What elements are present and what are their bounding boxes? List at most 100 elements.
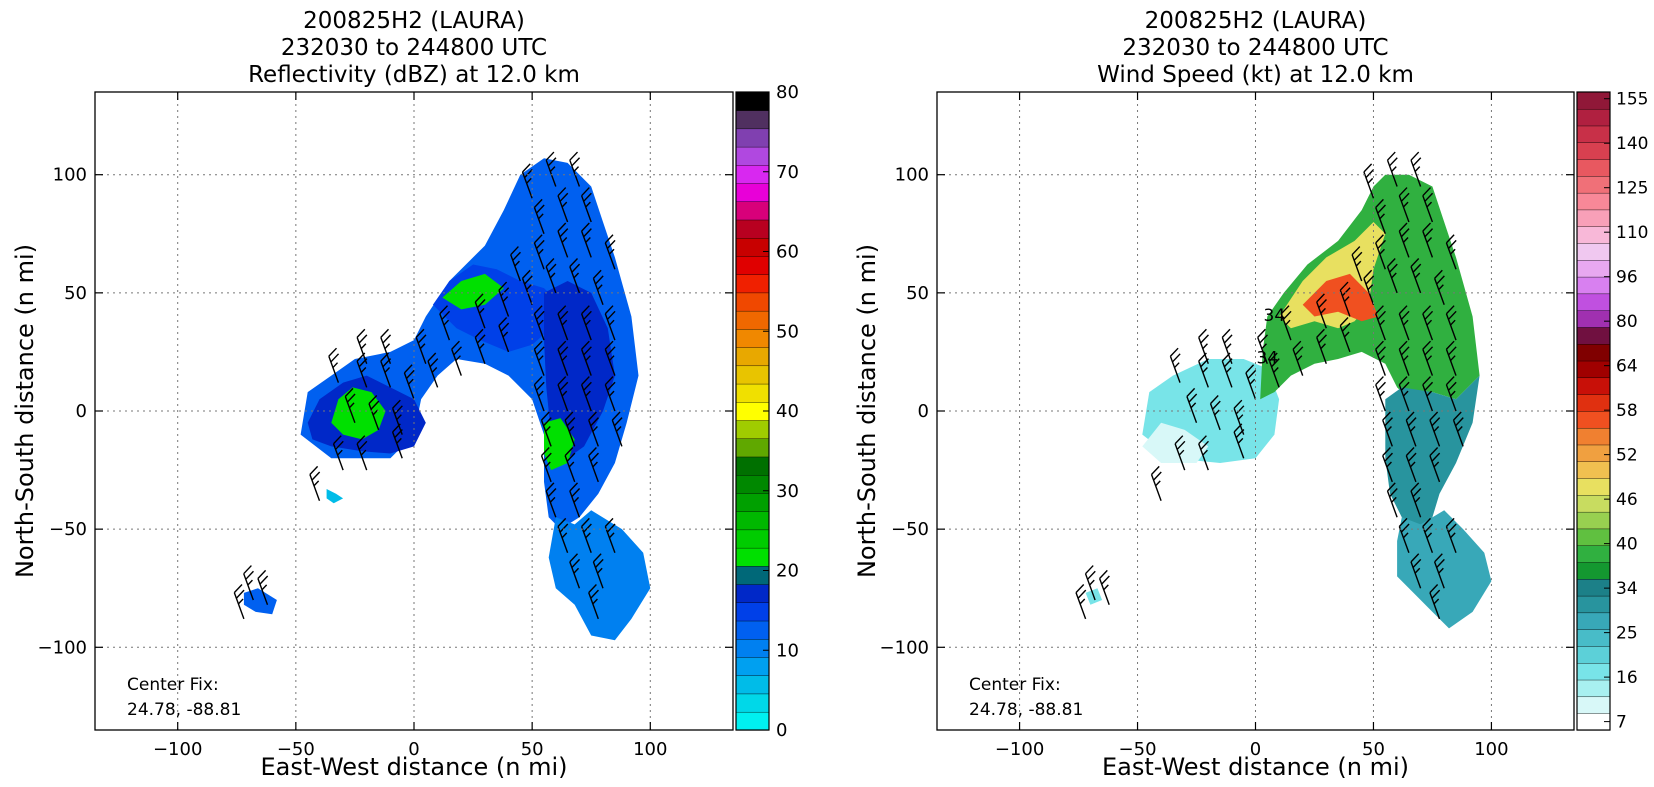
field-region (1302, 273, 1379, 322)
colorbar-swatch (735, 547, 770, 567)
wind-barb (1398, 305, 1410, 341)
colorbar-swatch (1576, 142, 1611, 160)
wind-barb (1405, 411, 1417, 447)
colorbar-swatch (1576, 511, 1611, 530)
wind-barb (1375, 340, 1386, 376)
chart-title-line: Reflectivity (dBZ) at 12.0 km (248, 62, 580, 88)
wind-barb (1233, 399, 1245, 435)
colorbar-swatch (735, 383, 770, 403)
colorbar-tick-label: 40 (776, 401, 799, 422)
colorbar-swatch (1576, 108, 1611, 127)
wind-barb (1339, 281, 1351, 317)
wind-barb (451, 340, 462, 376)
wind-barb (1429, 583, 1441, 620)
y-tick-label: 0 (76, 401, 87, 422)
colorbar-swatch (1576, 561, 1611, 580)
colorbar-tick-label: 52 (1616, 446, 1638, 466)
colorbar: 0 10 20 30 40 50 60 70 80 (735, 82, 799, 741)
x-tick-label: −50 (1119, 739, 1157, 760)
colorbar-swatch (1576, 242, 1611, 261)
colorbar-tick-label: 80 (776, 82, 799, 103)
colorbar-frame (1576, 91, 1611, 731)
colorbar-swatch (735, 146, 770, 166)
wind-barb (1445, 340, 1457, 376)
colorbar-swatch (1576, 326, 1611, 345)
wind-barb (521, 269, 533, 305)
wind-barb (1410, 482, 1422, 518)
wind-barb (540, 411, 552, 447)
plot-frame (936, 91, 1575, 731)
wind-barb (1410, 151, 1422, 187)
contour-label: 34 (1256, 349, 1278, 369)
wind-barb (1398, 376, 1410, 412)
colorbar-swatch (735, 128, 770, 148)
wind-barb (1363, 269, 1375, 305)
colorbar-swatch (1576, 293, 1611, 311)
wind-barb (1245, 364, 1257, 400)
wind-barb (498, 316, 510, 353)
x-tick-label: 50 (521, 739, 544, 760)
colorbar-swatch (1576, 612, 1611, 630)
colorbar-tick-label: 80 (1616, 312, 1638, 332)
field-region (243, 588, 277, 615)
wind-barb (257, 569, 269, 606)
colorbar-tick-label: 46 (1616, 490, 1638, 510)
wind-barb (1405, 446, 1417, 483)
wind-barb (403, 364, 415, 400)
wind-barb (1375, 198, 1386, 235)
colorbar-swatch (735, 565, 770, 585)
colorbar-swatch (735, 620, 770, 640)
wind-barb (1174, 435, 1186, 471)
wind-barb (533, 340, 545, 376)
wind-barb (588, 446, 599, 483)
wind-barb (580, 340, 592, 376)
colorbar-swatch (1576, 91, 1611, 110)
colorbar-swatch (735, 201, 770, 221)
wind-barb (557, 305, 569, 341)
wind-barb (1422, 305, 1434, 341)
wind-barb (1386, 482, 1398, 518)
colorbar-swatch (735, 328, 770, 348)
colorbar-swatch (735, 182, 770, 202)
wind-barb (1429, 411, 1441, 447)
wind-barb (1375, 305, 1386, 341)
wind-barb (243, 565, 254, 601)
colorbar-swatch (735, 237, 770, 257)
colorbar-swatch (735, 110, 770, 130)
wind-barb (1209, 394, 1221, 431)
wind-barb (588, 411, 599, 447)
x-tick-label: −100 (995, 739, 1044, 760)
colorbar-swatch (1576, 410, 1611, 429)
wind-barb (604, 376, 616, 412)
wind-barb (356, 435, 368, 471)
colorbar-swatch (1576, 545, 1611, 563)
colorbar-swatch (735, 693, 770, 713)
x-tick-label: 0 (408, 739, 419, 760)
colorbar-swatch (1576, 394, 1611, 412)
colorbar-tick-label: 40 (1616, 535, 1638, 555)
wind-barb (1084, 565, 1096, 601)
center-fix-annotation: 24.78, -88.81 (969, 700, 1083, 720)
wind-barb (1233, 423, 1245, 459)
colorbar-swatch (735, 219, 770, 239)
field-region (544, 418, 575, 471)
colorbar-swatch (1576, 125, 1611, 143)
wind-barb (533, 198, 545, 235)
wind-barb (1198, 435, 1209, 471)
wind-barb (1316, 328, 1327, 364)
wind-barb (588, 583, 599, 620)
wind-barb (1375, 234, 1386, 270)
colorbar-swatch (1576, 595, 1611, 614)
colorbar-tick-label: 50 (776, 321, 799, 342)
y-tick-label: −100 (38, 637, 87, 658)
wind-barb (569, 257, 581, 294)
colorbar-tick-label: 96 (1616, 268, 1638, 288)
wind-barb (474, 293, 486, 329)
wind-barb (533, 305, 545, 341)
wind-barb (1386, 151, 1398, 187)
wind-barb (1398, 340, 1410, 376)
x-tick-label: 50 (1362, 739, 1385, 760)
chart-panel-1: 200825H2 (LAURA)232030 to 244800 UTCRefl… (11, 8, 799, 781)
center-fix-annotation: 24.78, -88.81 (127, 700, 241, 720)
